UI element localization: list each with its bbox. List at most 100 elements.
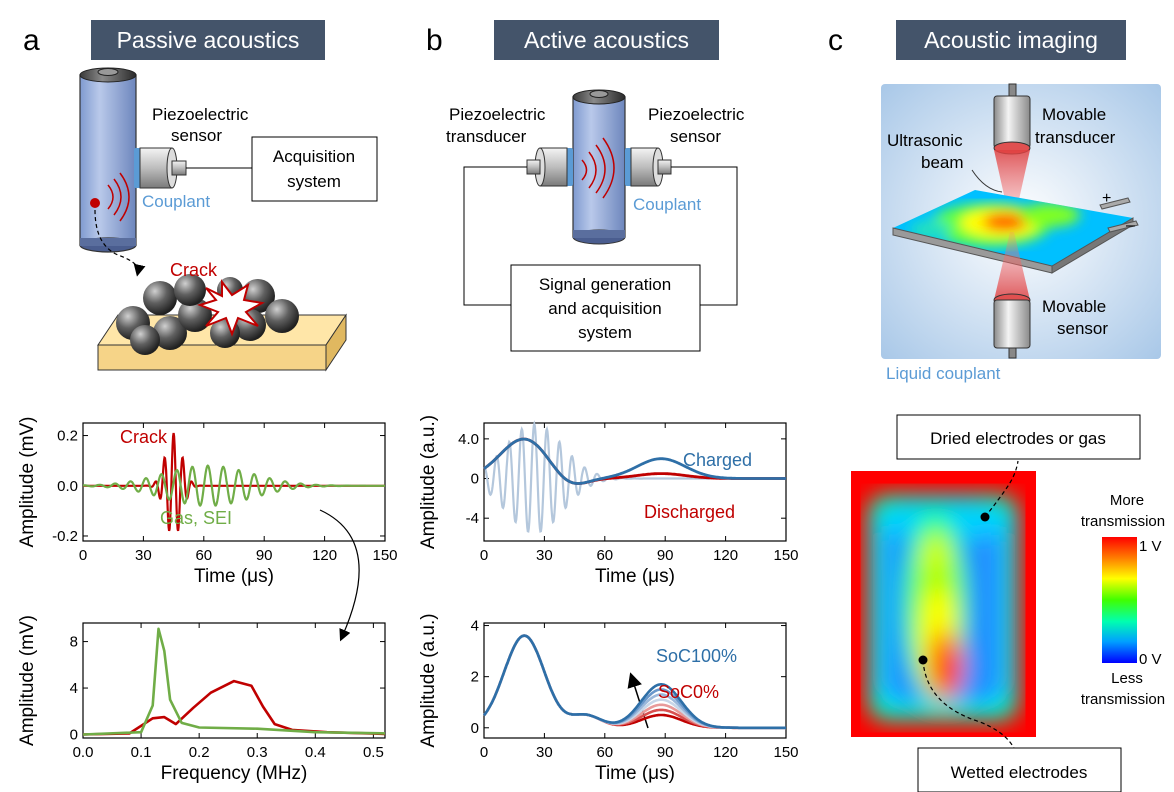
minus-terminal: – (1126, 217, 1135, 234)
x-tick-label: 0 (480, 547, 488, 564)
couplant-label-b: Couplant (633, 195, 701, 214)
chart-annotation: Gas, SEI (160, 508, 232, 528)
chart-annotation: SoC0% (658, 682, 719, 702)
piezo-transducer-b (526, 147, 573, 187)
transducer-label-2: transducer (446, 127, 527, 146)
x-tick-label: 90 (256, 547, 273, 564)
x-axis-label: Frequency (MHz) (161, 763, 308, 784)
legend-more-2: transmission (1081, 513, 1165, 530)
x-tick-label: 0.2 (189, 744, 210, 761)
sensor-label-b-1: Piezoelectric (648, 105, 745, 124)
y-tick-label: 0 (471, 720, 479, 737)
x-tick-label: 120 (713, 547, 738, 564)
x-tick-label: 90 (657, 744, 674, 761)
y-tick-label: 0 (471, 471, 479, 488)
legend-max: 1 V (1139, 538, 1162, 555)
y-tick-label: 4 (471, 618, 479, 635)
signal-label-3: system (578, 323, 632, 342)
acquisition-label-2: system (287, 172, 341, 191)
series-line (83, 464, 385, 507)
panel-letter-c: c (828, 24, 843, 57)
y-axis-label: Amplitude (a.u.) (418, 613, 439, 747)
callout-dried-box (896, 414, 1141, 460)
movable-sensor-label-2: sensor (1057, 319, 1108, 338)
signal-label-2: and acquisition (548, 299, 661, 318)
panel-letter-b: b (426, 24, 443, 57)
signal-generation-box (510, 264, 701, 352)
plot-frame (82, 422, 386, 542)
crack-label: Crack (170, 260, 218, 280)
series-line (483, 634, 786, 730)
plot-frame (483, 422, 787, 542)
x-tick-label: 0.4 (305, 744, 326, 761)
y-tick-label: 4.0 (458, 431, 479, 448)
y-tick-label: 8 (70, 634, 78, 651)
x-tick-label: 0 (79, 547, 87, 564)
x-tick-label: 30 (536, 744, 553, 761)
x-tick-label: 150 (773, 744, 798, 761)
acoustic-transmission-map: Dried electrodes or gas Wetted electrode… (851, 414, 1141, 792)
acquisition-box (251, 136, 378, 202)
panel-a-title: Passive acoustics (91, 20, 325, 60)
panel-b-title: Active acoustics (494, 20, 719, 60)
x-tick-label: 60 (596, 547, 613, 564)
movable-sensor (993, 293, 1031, 359)
beam-label-1: Ultrasonic (887, 131, 963, 150)
legend-less-1: Less (1111, 670, 1143, 687)
sensor-label-a-2: sensor (171, 126, 222, 145)
signal-label-1: Signal generation (539, 275, 671, 294)
chart-annotation: Charged (683, 450, 752, 470)
legend-less-2: transmission (1081, 691, 1165, 708)
plot-frame (82, 622, 386, 739)
x-tick-label: 90 (657, 547, 674, 564)
sensor-label-a: Piezoelectric (152, 105, 249, 124)
battery-cell-b (572, 96, 626, 238)
x-tick-label: 0.5 (363, 744, 384, 761)
callout-wetted-box (917, 747, 1122, 792)
beam-label-2: beam (921, 153, 964, 172)
x-tick-label: 30 (135, 547, 152, 564)
electrode-plate (892, 190, 1139, 274)
series-line (82, 627, 386, 736)
panel-letter-a: a (23, 24, 40, 57)
chart-active-charge: 0 30 60 90 120 150 4.0 0 -4 Time (μs) Amplitude (a… (418, 415, 799, 587)
series-line (483, 634, 786, 730)
legend-more-1: More (1110, 492, 1144, 509)
panel-c-schematic: + – Ultrasonic beam Movable transducer M… (881, 83, 1161, 383)
battery-cell (79, 74, 137, 246)
y-tick-label: 0.0 (57, 478, 78, 495)
y-tick-label: 2 (471, 669, 479, 686)
x-tick-label: 60 (596, 744, 613, 761)
movable-transducer-label-2: transducer (1035, 128, 1116, 147)
y-tick-label: -0.2 (52, 528, 78, 545)
y-tick-label: 0.2 (57, 428, 78, 445)
y-tick-label: 4 (70, 680, 78, 697)
panel-a-schematic: Piezoelectric sensor Couplant Acquisitio… (79, 67, 378, 372)
y-tick-label: -4 (466, 510, 479, 527)
color-legend: More transmission 1 V 0 V Less transmiss… (1081, 492, 1165, 708)
plot-frame (483, 622, 787, 739)
x-tick-label: 120 (713, 744, 738, 761)
crack-burst (196, 279, 265, 337)
x-tick-label: 0 (480, 744, 488, 761)
x-tick-label: 0.0 (73, 744, 94, 761)
y-axis-label: Amplitude (mV) (17, 615, 38, 746)
chart-annotation: SoC100% (656, 646, 737, 666)
y-axis-label: Amplitude (mV) (17, 417, 38, 548)
liquid-couplant-label: Liquid couplant (886, 364, 1001, 383)
x-axis-label: Time (μs) (194, 566, 274, 587)
x-tick-label: 30 (536, 547, 553, 564)
x-tick-label: 120 (312, 547, 337, 564)
chart-passive-frequency: 0.0 0.1 0.2 0.3 0.4 0.5 8 4 0 Frequency (MHz) Ampl… (17, 615, 386, 784)
x-tick-label: 150 (773, 547, 798, 564)
y-tick-label: 0 (70, 727, 78, 744)
piezo-sensor-b (625, 147, 672, 187)
sensor-label-b-2: sensor (670, 127, 721, 146)
panel-c-title: Acoustic imaging (896, 20, 1126, 60)
couplant-label-a: Couplant (142, 192, 210, 211)
acquisition-label-1: Acquisition (273, 147, 355, 166)
movable-sensor-label-1: Movable (1042, 297, 1106, 316)
x-axis-label: Time (μs) (595, 566, 675, 587)
chart-annotation: Discharged (644, 502, 735, 522)
